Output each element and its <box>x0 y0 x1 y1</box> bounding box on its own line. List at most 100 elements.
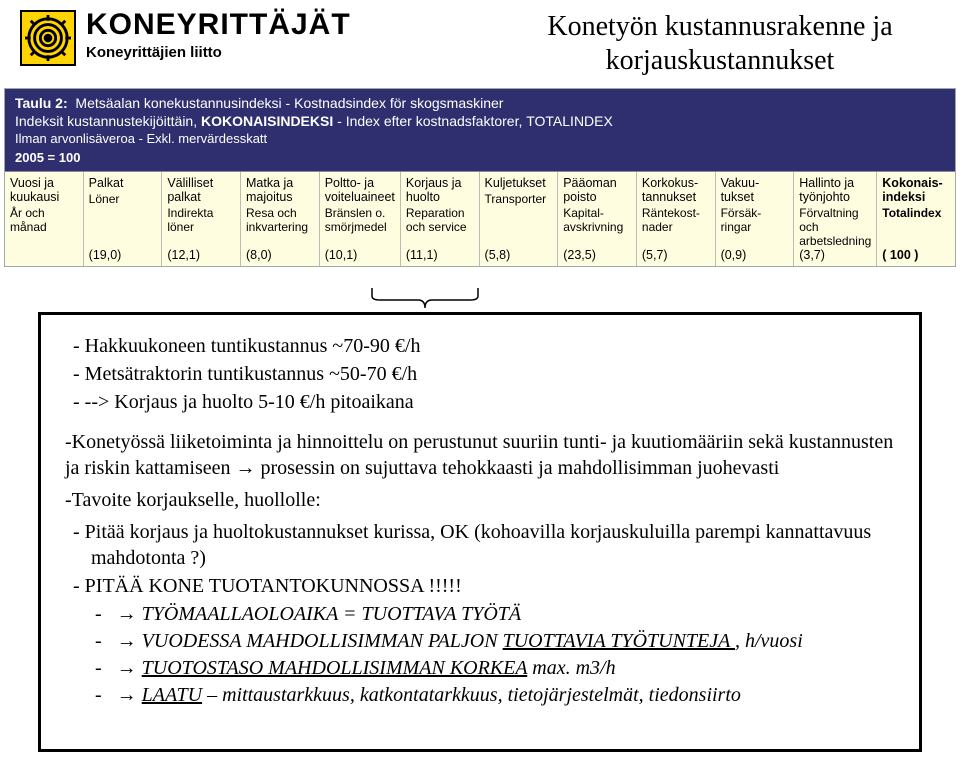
col-value: (10,1) <box>325 248 395 262</box>
list-item: → TUOTOSTASO MAHDOLLISIMMAN KORKEA max. … <box>123 655 895 681</box>
col-sv: Reparation och service <box>406 206 474 234</box>
list-item: PITÄÄ KONE TUOTANTOKUNNOSSA !!!!! <box>91 573 895 599</box>
table-caption: Taulu 2: Metsäalan konekustannusindeksi … <box>15 95 945 111</box>
table-column: Pääoman poistoKapital-avskrivning (23,5) <box>558 172 637 266</box>
col-fi: Kokonais-indeksi <box>882 176 950 204</box>
s2c: , h/vuosi <box>735 630 803 652</box>
title-line-1: Konetyön kustannusrakenne ja <box>547 11 892 42</box>
col-sv: Totalindex <box>882 206 950 220</box>
col-fi: Kuljetukset <box>485 176 553 190</box>
table-column: Korkokus-tannuksetRäntekost-nader (5,7) <box>637 172 716 266</box>
col-fi: Korjaus ja huolto <box>406 176 474 204</box>
table-vat: Ilman arvonlisäveroa - Exkl. mervärdessk… <box>15 131 945 146</box>
table-column: Poltto- ja voiteluaineetBränslen o. smör… <box>320 172 401 266</box>
sub-sv-a: Index efter kostnadsfaktorer, <box>346 113 523 129</box>
s2a: VUODESSA MAHDOLLISIMMAN PALJON <box>137 630 503 652</box>
vat-fi: Ilman arvonlisäveroa <box>15 131 135 146</box>
col-sv: Förvaltning och arbetsledning <box>799 206 871 248</box>
list-item: --> Korjaus ja huolto 5-10 €/h pitoaikan… <box>91 389 895 415</box>
col-fi: Pääoman poisto <box>563 176 631 204</box>
col-sv: År och månad <box>10 206 78 234</box>
cost-list: Hakkuukoneen tuntikustannus ~70-90 €/h M… <box>65 333 895 415</box>
arrow-icon: → <box>117 657 137 679</box>
p1b: prosessin on sujuttava tehokkaasti ja ma… <box>256 457 780 479</box>
col-sv: Försäk-ringar <box>721 206 789 234</box>
page: KONEYRITTÄJÄT Koneyrittäjien liitto Kone… <box>0 0 960 766</box>
arrow-icon: → <box>117 630 137 652</box>
s2b: TUOTTAVIA TYÖTUNTEJA <box>503 630 735 652</box>
col-value: (5,7) <box>642 248 710 262</box>
document-title: Konetyön kustannusrakenne ja korjauskust… <box>500 10 940 82</box>
sub-sv-b: TOTALINDEX <box>526 113 613 129</box>
arrow-icon: → <box>117 684 137 706</box>
col-fi: Matka ja majoitus <box>246 176 314 204</box>
list-item: Metsätraktorin tuntikustannus ~50-70 €/h <box>91 361 895 387</box>
col-fi: Vuosi ja kuukausi <box>10 176 78 204</box>
col-value: (11,1) <box>406 248 474 262</box>
brand-logo <box>20 10 76 66</box>
table-column: Palkat Löner (19,0) <box>84 172 163 266</box>
list-item: → VUODESSA MAHDOLLISIMMAN PALJON TUOTTAV… <box>123 628 895 654</box>
header: KONEYRITTÄJÄT Koneyrittäjien liitto Kone… <box>20 10 940 82</box>
col-value: ( 100 ) <box>882 248 950 262</box>
col-sv: Indirekta löner <box>167 206 235 234</box>
brand-text: KONEYRITTÄJÄT Koneyrittäjien liitto <box>86 10 351 61</box>
col-value: (5,8) <box>485 248 553 262</box>
s3b: TUOTOSTASO MAHDOLLISIMMAN KORKEA <box>142 657 528 679</box>
caption-sv: Kostnadsindex för skogsmaskiner <box>294 95 503 111</box>
col-value: (0,9) <box>721 248 789 262</box>
s4b: LAATU <box>142 684 202 706</box>
list-item: Hakkuukoneen tuntikustannus ~70-90 €/h <box>91 333 895 359</box>
table-header: Taulu 2: Metsäalan konekustannusindeksi … <box>5 89 955 171</box>
vat-sv: Exkl. mervärdesskatt <box>147 131 268 146</box>
paragraph-goal: -Tavoite korjaukselle, huollolle: <box>65 487 895 513</box>
col-sv: Räntekost-nader <box>642 206 710 234</box>
s1: TYÖMAALLAOLOAIKA = TUOTTAVA TYÖTÄ <box>137 603 521 625</box>
brand: KONEYRITTÄJÄT Koneyrittäjien liitto <box>20 10 351 82</box>
table-column: Hallinto ja työnjohtoFörvaltning och arb… <box>794 172 877 266</box>
goal-sublist: → TYÖMAALLAOLOAIKA = TUOTTAVA TYÖTÄ → VU… <box>65 601 895 708</box>
table-columns: Vuosi ja kuukausiÅr och månad Palkat Löner… <box>5 171 955 266</box>
col-sv: Kapital-avskrivning <box>563 206 631 234</box>
table-base: 2005 = 100 <box>15 150 945 165</box>
table-subcaption: Indeksit kustannustekijöittäin, KOKONAIS… <box>15 113 945 129</box>
col-sv: Transporter <box>485 192 553 206</box>
caption-label: Taulu 2: <box>15 95 68 111</box>
goal-list: Pitää korjaus ja huoltokustannukset kuri… <box>65 519 895 599</box>
title-line-2: korjauskustannukset <box>606 45 835 76</box>
sub-fi-b: KOKONAISINDEKSI <box>201 113 333 129</box>
table-column: Vakuu-tuksetFörsäk-ringar (0,9) <box>716 172 795 266</box>
list-item: Pitää korjaus ja huoltokustannukset kuri… <box>91 519 895 571</box>
paragraph-process: -Konetyössä liiketoiminta ja hinnoittelu… <box>65 429 895 481</box>
gear-spiral-icon <box>25 15 71 61</box>
col-fi: Palkat <box>89 176 157 190</box>
content-box: Hakkuukoneen tuntikustannus ~70-90 €/h M… <box>38 312 922 752</box>
col-value: (23,5) <box>563 248 631 262</box>
arrow-icon: → <box>236 457 256 479</box>
table-column: Kokonais-indeksi Totalindex ( 100 ) <box>877 172 955 266</box>
table-column: Kuljetukset Transporter (5,8) <box>480 172 559 266</box>
table-column: Matka ja majoitusResa och inkvartering (8… <box>241 172 320 266</box>
col-sv: Löner <box>89 192 157 206</box>
s3c: max. m3/h <box>527 657 615 679</box>
col-fi: Vakuu-tukset <box>721 176 789 204</box>
goal-label: -Tavoite korjaukselle, huollolle: <box>65 489 321 511</box>
s4c: – mittaustarkkuus, katkontatarkkuus, tie… <box>202 684 741 706</box>
col-fi: Poltto- ja voiteluaineet <box>325 176 395 204</box>
table-column: Vuosi ja kuukausiÅr och månad <box>5 172 84 266</box>
col-sv: Resa och inkvartering <box>246 206 314 234</box>
sub-fi-a: Indeksit kustannustekijöittäin, <box>15 113 197 129</box>
col-sv: Bränslen o. smörjmedel <box>325 206 395 234</box>
table-column: Välilliset palkatIndirekta löner(12,1) <box>162 172 241 266</box>
list-item: → LAATU – mittaustarkkuus, katkontatarkk… <box>123 682 895 708</box>
brand-title: KONEYRITTÄJÄT <box>86 10 351 40</box>
arrow-icon: → <box>117 603 137 625</box>
col-value: (8,0) <box>246 248 314 262</box>
brand-subtitle: Koneyrittäjien liitto <box>86 44 351 61</box>
table-column: Korjaus ja huoltoReparation och service (… <box>401 172 480 266</box>
caption-fi: Metsäalan konekustannusindeksi <box>75 95 281 111</box>
col-fi: Korkokus-tannukset <box>642 176 710 204</box>
col-fi: Hallinto ja työnjohto <box>799 176 871 204</box>
col-value: (3,7) <box>799 248 871 262</box>
col-value: (19,0) <box>89 248 157 262</box>
